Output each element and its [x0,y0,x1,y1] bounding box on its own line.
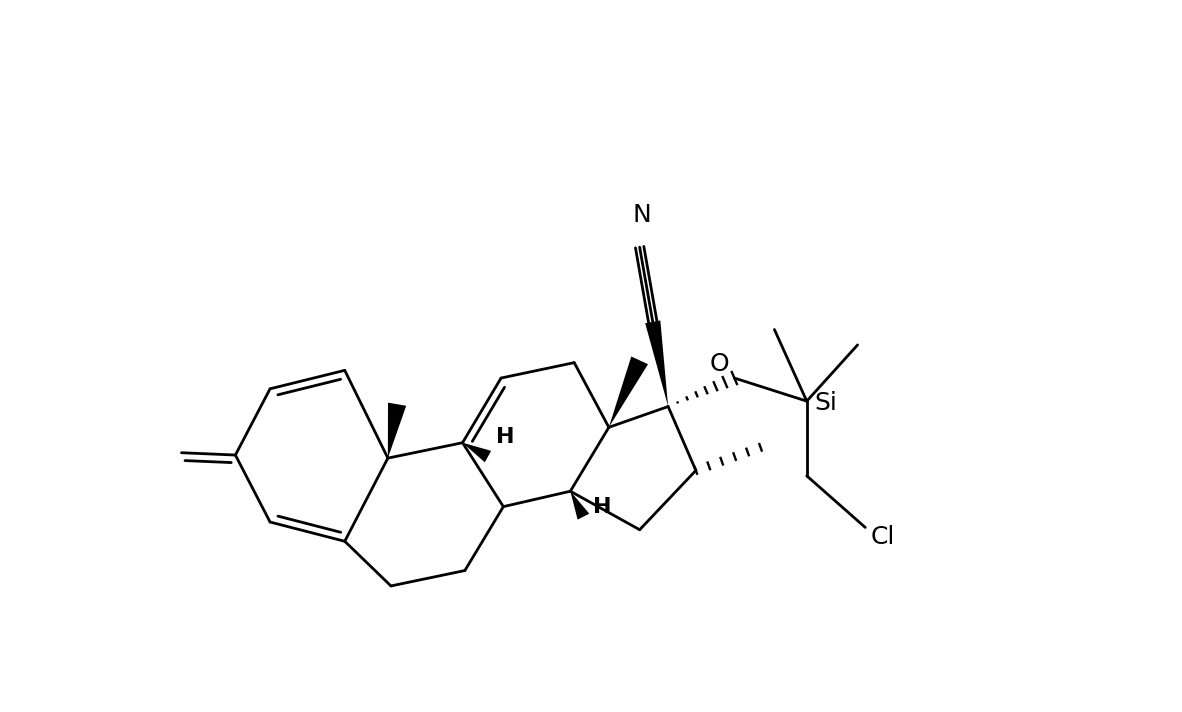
Polygon shape [571,491,590,520]
Text: Cl: Cl [871,525,895,550]
Polygon shape [388,403,407,458]
Polygon shape [645,320,668,407]
Polygon shape [609,357,648,427]
Polygon shape [462,443,491,462]
Text: H: H [495,427,514,447]
Text: O: O [709,352,729,376]
Text: H: H [593,497,612,517]
Text: Si: Si [814,391,837,414]
Text: N: N [632,203,651,227]
